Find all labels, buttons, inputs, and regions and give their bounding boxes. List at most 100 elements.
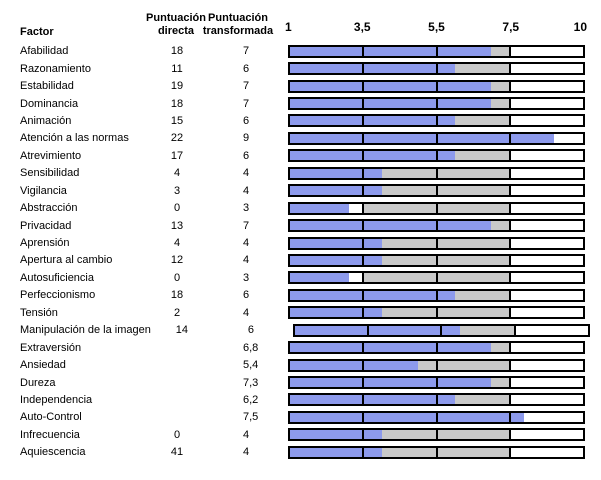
factor-row: Autosuficiencia 0 3 <box>0 269 601 286</box>
cell-separator <box>508 447 511 457</box>
score-bar <box>288 79 585 93</box>
factor-label: Extraversión <box>20 341 82 354</box>
transformada-value: 4 <box>243 167 250 180</box>
score-bar-fill <box>290 64 455 74</box>
score-bar-fill <box>290 81 492 91</box>
score-bar <box>288 219 585 233</box>
score-bar <box>292 323 590 337</box>
factor-row: Aprensión 4 4 <box>0 234 601 251</box>
transformada-value: 4 <box>243 446 250 459</box>
factor-row: Apertura al cambio 12 4 <box>0 252 601 269</box>
score-bar <box>288 393 585 407</box>
score-bar <box>288 358 585 372</box>
score-bar-fill <box>290 46 492 56</box>
directa-value: 13 <box>170 219 184 232</box>
factor-label: Afabilidad <box>20 45 69 58</box>
factor-label: Tensión <box>20 306 58 319</box>
cell-separator <box>508 168 511 178</box>
scale-axis: 1 3,5 5,5 7,5 10 <box>285 20 587 34</box>
cell-separator <box>435 203 438 213</box>
transformada-value: 7 <box>243 80 250 93</box>
cell-separator <box>508 238 511 248</box>
score-bar <box>288 271 585 285</box>
cell-separator <box>435 273 438 283</box>
cell-separator <box>435 290 438 300</box>
score-bar-fill <box>290 360 419 370</box>
factor-row: Atención a las normas 22 9 <box>0 130 601 147</box>
transformada-value: 6 <box>247 324 254 337</box>
score-bar-fill <box>290 203 349 213</box>
cell-separator <box>362 430 365 440</box>
factor-label: Infrecuencia <box>20 428 80 441</box>
cell-separator <box>362 64 365 74</box>
cell-separator <box>435 447 438 457</box>
cell-separator <box>362 46 365 56</box>
cell-separator <box>508 255 511 265</box>
transformada-value: 4 <box>243 184 250 197</box>
factor-label: Estabilidad <box>20 80 74 93</box>
score-bar-fill <box>290 430 382 440</box>
transformada-value: 7 <box>243 45 250 58</box>
cell-separator <box>367 325 370 335</box>
col-header-directa-line1: Puntuación <box>146 12 206 24</box>
cell-separator <box>362 447 365 457</box>
col-header-transformada: Puntuación transformada <box>198 12 278 38</box>
directa-value: 4 <box>173 237 181 250</box>
cell-separator <box>362 238 365 248</box>
directa-value: 11 <box>171 62 183 75</box>
cell-separator <box>435 186 438 196</box>
cell-separator <box>508 116 511 126</box>
cell-separator <box>508 64 511 74</box>
transformada-value: 4 <box>243 237 250 250</box>
col-header-directa-line2: directa <box>157 25 195 37</box>
factor-label: Apertura al cambio <box>20 254 113 267</box>
transformada-value: 6 <box>243 114 250 127</box>
axis-tick-3-5: 3,5 <box>353 20 371 34</box>
directa-value: 19 <box>170 80 184 93</box>
cell-separator <box>435 308 438 318</box>
directa-value: 14 <box>175 324 188 337</box>
factor-row: Afabilidad 18 7 <box>0 43 601 60</box>
factor-label: Dominancia <box>20 97 79 110</box>
factor-row: Aquiescencia 41 4 <box>0 444 601 461</box>
factor-row: Sensibilidad 4 4 <box>0 165 601 182</box>
factor-label: Atrevimiento <box>20 149 82 162</box>
transformada-value: 6 <box>243 149 250 162</box>
transformada-value: 3 <box>243 271 250 284</box>
score-bar <box>288 62 585 76</box>
factor-row: Privacidad 13 7 <box>0 217 601 234</box>
cell-separator <box>508 273 511 283</box>
factor-label: Aprensión <box>20 237 70 250</box>
score-bar-fill <box>290 168 382 178</box>
axis-tick-1: 1 <box>285 20 292 34</box>
cell-separator <box>362 343 365 353</box>
col-header-factor: Factor <box>20 26 54 38</box>
cell-separator <box>508 378 511 388</box>
score-bar-fill <box>290 99 492 109</box>
factor-label: Dureza <box>20 376 56 389</box>
cell-separator <box>435 430 438 440</box>
score-bar <box>288 253 585 267</box>
transformada-value: 4 <box>243 306 250 319</box>
cell-separator <box>508 412 511 422</box>
score-bar-fill <box>290 412 525 422</box>
cell-separator <box>435 168 438 178</box>
cell-separator <box>435 64 438 74</box>
score-bar-fill <box>290 290 455 300</box>
cell-separator <box>508 360 511 370</box>
directa-value: 41 <box>170 446 184 459</box>
cell-separator <box>362 186 365 196</box>
score-bar <box>288 184 585 198</box>
cell-separator <box>508 99 511 109</box>
factor-row: Extraversión 6,8 <box>0 339 601 356</box>
factor-row: Dominancia 18 7 <box>0 95 601 112</box>
directa-value: 0 <box>173 202 181 215</box>
score-bar-fill <box>290 116 455 126</box>
cell-separator <box>508 395 511 405</box>
cell-separator <box>435 395 438 405</box>
cell-separator <box>435 378 438 388</box>
score-bar-fill <box>290 186 382 196</box>
score-bar-fill <box>294 325 460 335</box>
transformada-value: 6 <box>243 289 250 302</box>
cell-separator <box>362 221 365 231</box>
